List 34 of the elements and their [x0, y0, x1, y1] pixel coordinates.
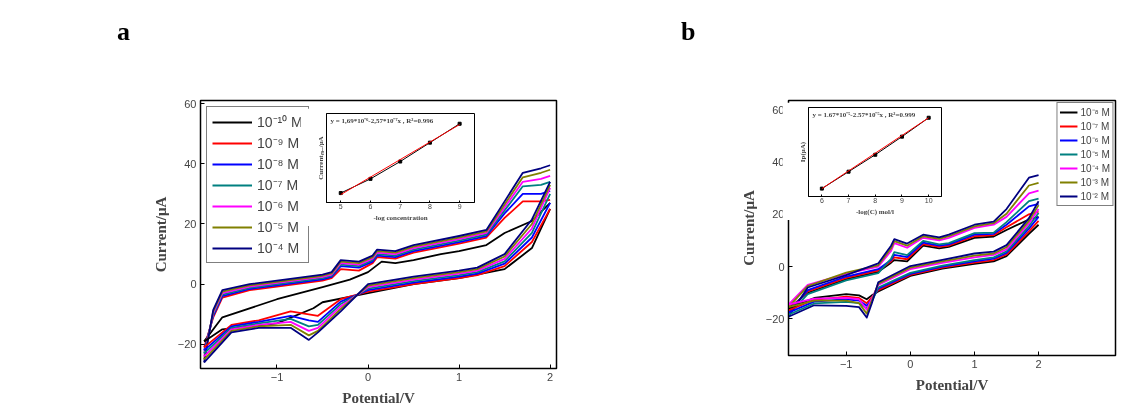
x-axis-title: Potential/V	[342, 389, 415, 406]
legend-label: 10⁻⁹ M	[257, 134, 300, 152]
legend-label: 10⁻² M	[1080, 190, 1110, 203]
x-tick-label: 1	[971, 357, 978, 370]
y-tick-label: 0	[190, 278, 197, 291]
legend-label: 10⁻⁴ M	[257, 239, 300, 257]
y-tick-label: 0	[778, 260, 785, 273]
y-tick-label: −20	[177, 338, 197, 351]
legend-label: 10⁻⁵ M	[1080, 148, 1110, 161]
y-axis-title: Current/μA	[152, 196, 169, 273]
legend-label: 10⁻⁴ M	[1080, 162, 1110, 175]
legend-label: 10⁻³ M	[1080, 176, 1110, 189]
legend-label: 10⁻⁸ M	[1080, 106, 1110, 119]
x-tick-label: 0	[907, 357, 914, 370]
legend-label: 10⁻⁷ M	[257, 176, 299, 194]
y-tick-label: −20	[765, 312, 785, 325]
chart-title: b	[681, 16, 696, 48]
x-tick-label: 0	[364, 370, 372, 383]
legend-label: 10⁻⁸ M	[257, 155, 300, 173]
x-tick-label: 2	[547, 370, 554, 383]
x-axis-title: Potential/V	[915, 376, 989, 393]
y-axis-title: Current/μA	[740, 189, 757, 266]
legend-label: 10⁻⁶ M	[257, 197, 299, 215]
x-tick-label: −1	[270, 370, 284, 383]
y-tick-label: 20	[184, 217, 197, 230]
x-tick-label: 1	[456, 370, 463, 383]
x-tick-label: −1	[839, 357, 853, 370]
y-tick-label: 60	[184, 97, 197, 110]
chart-title: a	[117, 16, 130, 48]
legend-label: 10⁻⁷ M	[1080, 120, 1110, 133]
legend-label: 10⁻⁶ M	[1080, 134, 1110, 147]
y-tick-label: 40	[184, 157, 197, 170]
x-tick-label: 2	[1035, 357, 1042, 370]
legend-label: 10⁻⁵ M	[257, 218, 299, 236]
